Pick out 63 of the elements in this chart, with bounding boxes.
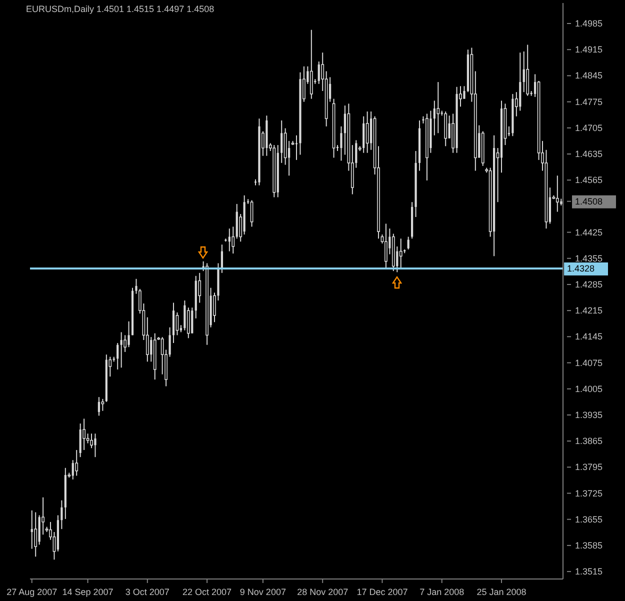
x-tick-label: 27 Aug 2007 [6, 587, 58, 597]
y-tick-label: 1.4565 [575, 175, 603, 186]
candlestick [463, 86, 466, 100]
y-tick-label: 1.4145 [575, 332, 603, 342]
chart-title: EURUSDm,Daily 1.4501 1.4515 1.4497 1.4508 [26, 4, 214, 14]
candlestick [186, 307, 190, 339]
y-tick-label: 1.4508 [575, 196, 603, 206]
candlestick [34, 512, 38, 558]
y-tick-label: 1.3725 [575, 488, 603, 498]
candlestick [79, 423, 82, 458]
y-tick-label: 1.4215 [575, 306, 603, 316]
candlestick [433, 100, 436, 136]
x-tick-label: 28 Nov 2007 [297, 587, 348, 597]
candlestick [72, 460, 74, 480]
candlestick [191, 307, 194, 334]
candlestick [94, 433, 96, 458]
x-tick-label: 14 Sep 2007 [62, 587, 114, 597]
candlestick [60, 500, 63, 530]
y-tick-label: 1.4075 [575, 358, 603, 368]
x-tick-label: 22 Oct 2007 [182, 587, 232, 597]
y-tick-label: 1.4705 [575, 122, 603, 133]
y-tick-label: 1.3795 [575, 462, 603, 472]
candlestick [384, 223, 388, 270]
y-tick-label: 1.4285 [575, 279, 603, 290]
candlestick [75, 450, 78, 476]
y-tick-label: 1.3515 [575, 566, 603, 577]
y-tick-label: 1.4915 [575, 44, 603, 55]
candlestick [366, 110, 369, 154]
y-tick-label: 1.4005 [575, 384, 603, 394]
x-tick-label: 3 Oct 2007 [125, 587, 170, 597]
candlestick [101, 398, 104, 412]
y-tick-label: 1.3655 [575, 514, 603, 524]
y-tick-label: 1.3585 [575, 540, 603, 550]
x-tick-label: 25 Jan 2008 [476, 587, 526, 597]
candlestick [120, 332, 122, 368]
x-tick-label: 17 Dec 2007 [356, 587, 408, 597]
candlestick [116, 342, 119, 370]
candlestick [310, 29, 313, 100]
candlestick [98, 396, 100, 416]
candlestick [128, 320, 130, 348]
y-tick-label: 1.4635 [575, 148, 603, 159]
candlestick [522, 50, 525, 93]
x-tick-label: 7 Jan 2008 [420, 587, 464, 597]
candlestick [295, 134, 298, 160]
candlestick [30, 510, 33, 550]
candlestick [280, 120, 283, 164]
y-tick-label: 1.4845 [575, 70, 603, 81]
candlestick [436, 82, 440, 134]
y-tick-label: 1.3935 [575, 410, 603, 420]
candlestick [407, 236, 410, 250]
y-tick-label: 1.4355 [575, 253, 603, 264]
ref-line-label: 1.4328 [567, 263, 595, 274]
x-tick-label: 9 Nov 2007 [240, 587, 286, 597]
candlestick [220, 244, 224, 274]
y-tick-label: 1.4425 [575, 227, 603, 238]
y-tick-label: 1.4775 [575, 96, 603, 107]
candlestick [399, 238, 402, 270]
y-tick-label: 1.3865 [575, 436, 603, 446]
candlestick [556, 175, 559, 212]
candlestick [318, 61, 320, 84]
candlestick [340, 126, 342, 162]
y-tick-label: 1.4985 [575, 18, 603, 29]
candlestick [184, 300, 186, 331]
